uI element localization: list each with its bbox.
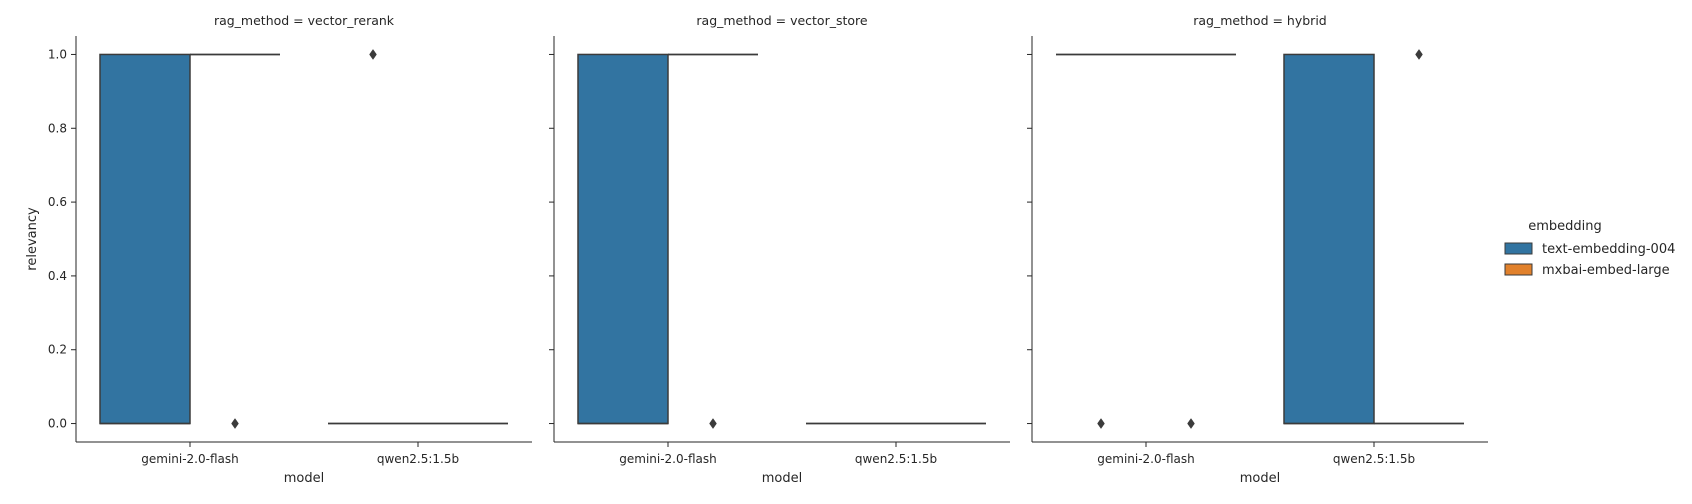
y-axis-label: relevancy	[25, 207, 40, 271]
legend-swatch	[1504, 242, 1533, 255]
box-rect	[99, 53, 191, 425]
y-tick-label: 0.8	[48, 121, 67, 135]
outlier-point	[231, 418, 239, 429]
box-rect	[1283, 53, 1375, 425]
x-tick-label: qwen2.5:1.5b	[377, 452, 459, 466]
outlier-point	[1187, 418, 1195, 429]
box-rect	[577, 53, 669, 425]
outlier-point	[1415, 49, 1423, 60]
x-tick-label: gemini-2.0-flash	[1097, 452, 1194, 466]
y-tick-label: 0.6	[48, 195, 67, 209]
legend-title: embedding	[1528, 219, 1602, 234]
x-tick-label: qwen2.5:1.5b	[1333, 452, 1415, 466]
y-tick-label: 1.0	[48, 47, 67, 61]
x-tick-label: gemini-2.0-flash	[619, 452, 716, 466]
y-tick-label: 0.0	[48, 417, 67, 431]
outlier-point	[1097, 418, 1105, 429]
legend-label: text-embedding-004	[1542, 242, 1675, 257]
y-tick-label: 0.4	[48, 269, 67, 283]
x-axis-label: model	[284, 471, 324, 486]
outlier-point	[369, 49, 377, 60]
y-tick-label: 0.2	[48, 343, 67, 357]
outlier-point	[709, 418, 717, 429]
x-tick-label: gemini-2.0-flash	[141, 452, 238, 466]
legend-label: mxbai-embed-large	[1542, 263, 1670, 278]
facet-title: rag_method = hybrid	[1193, 13, 1326, 28]
x-axis-label: model	[762, 471, 802, 486]
facet-title: rag_method = vector_store	[696, 13, 868, 28]
x-tick-label: qwen2.5:1.5b	[855, 452, 937, 466]
facet-title: rag_method = vector_rerank	[214, 13, 395, 28]
x-axis-label: model	[1240, 471, 1280, 486]
legend-swatch	[1504, 263, 1533, 276]
